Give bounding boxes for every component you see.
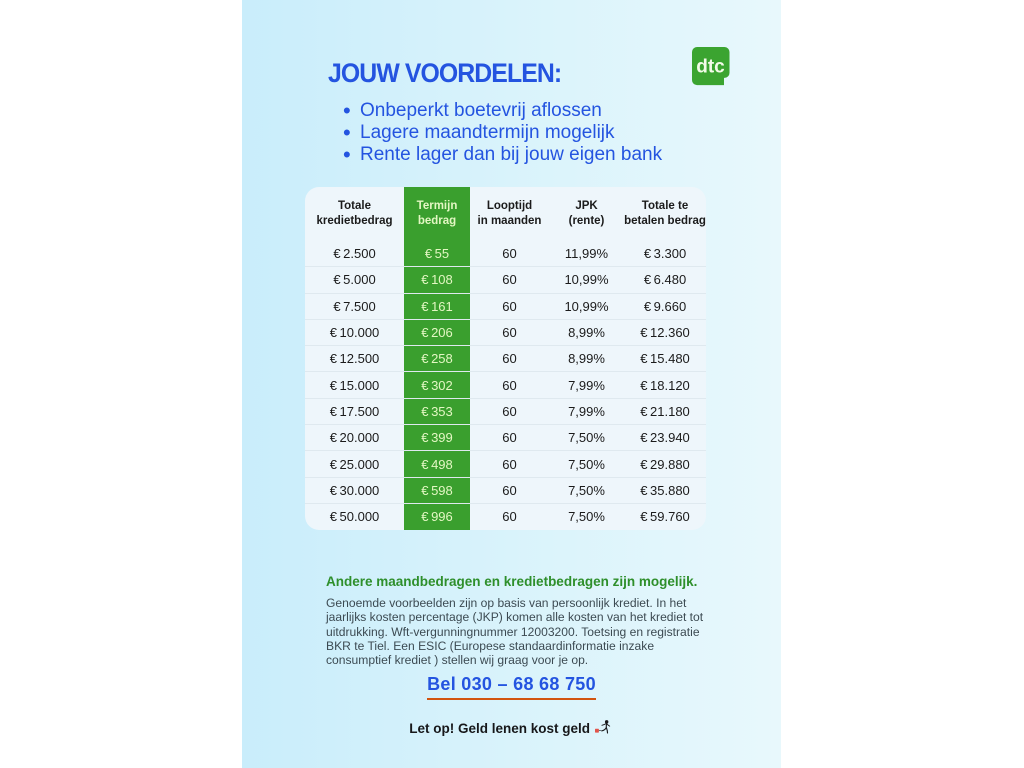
svg-text:dtc: dtc <box>696 57 725 78</box>
